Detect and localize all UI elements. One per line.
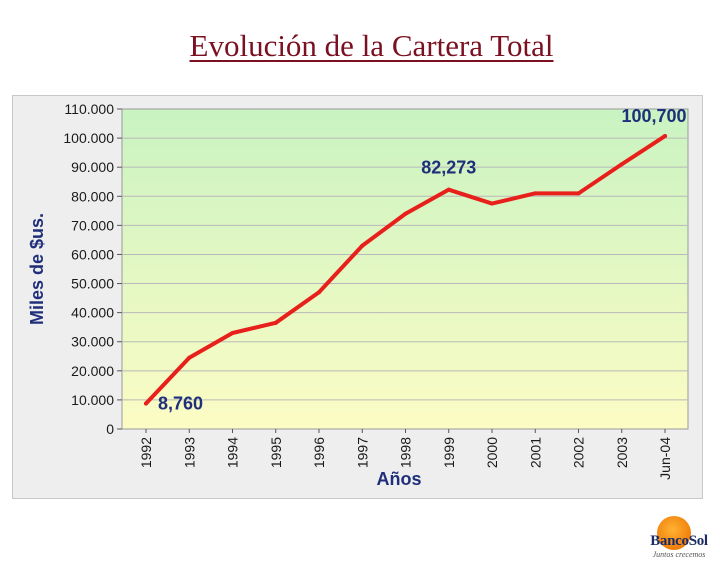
y-tick-label: 0 <box>106 421 114 437</box>
data-label: 8,760 <box>158 394 203 414</box>
x-tick-label: 2002 <box>571 437 587 468</box>
data-point <box>663 134 667 139</box>
x-tick-label: 1996 <box>311 437 327 468</box>
logo-tagline: Juntos crecemos <box>652 550 706 559</box>
y-axis-title: Miles de $us. <box>27 213 47 325</box>
y-tick-label: 90.000 <box>71 159 114 175</box>
x-tick-label: 2003 <box>614 437 630 468</box>
x-tick-label: 1995 <box>268 437 284 468</box>
y-tick-label: 40.000 <box>71 305 114 321</box>
y-tick-label: 110.000 <box>64 101 114 117</box>
y-tick-label: 100.000 <box>63 130 114 146</box>
bancosol-logo: BancoSol Juntos crecemos <box>640 514 718 566</box>
slide-title: Evolución de la Cartera Total <box>189 28 554 63</box>
y-tick-label: 70.000 <box>71 217 114 233</box>
data-point <box>446 187 451 192</box>
y-tick-label: 10.000 <box>71 392 114 408</box>
data-point <box>230 331 235 335</box>
y-tick-label: 80.000 <box>71 188 114 204</box>
data-point <box>273 320 278 325</box>
data-point <box>187 355 192 360</box>
x-tick-label: 1993 <box>181 437 197 468</box>
data-point <box>317 290 321 295</box>
x-tick-label: 1998 <box>398 437 414 468</box>
y-tick-label: 20.000 <box>71 363 114 379</box>
data-label: 100,700 <box>621 106 686 126</box>
y-tick-label: 50.000 <box>71 276 114 292</box>
logo-name: BancoSol <box>650 533 708 549</box>
data-point <box>533 191 538 196</box>
x-tick-label: 1999 <box>441 437 457 468</box>
data-point <box>403 211 408 216</box>
x-tick-label: 2000 <box>484 437 500 468</box>
data-label: 82,273 <box>421 158 476 178</box>
plot-area <box>121 108 689 430</box>
data-point <box>576 191 581 196</box>
y-tick-label: 30.000 <box>71 334 114 350</box>
x-tick-label: 1992 <box>138 437 154 468</box>
x-axis-title: Años <box>377 469 422 489</box>
y-tick-label: 60.000 <box>71 246 114 262</box>
data-point <box>360 243 365 248</box>
x-tick-label: 1997 <box>354 437 370 468</box>
line-chart: 0 10.000 20.000 30.000 40.000 50.000 60.000 70.… <box>27 101 689 489</box>
data-point <box>144 401 148 406</box>
x-tick-label: 1994 <box>225 437 241 468</box>
data-point <box>490 201 494 206</box>
sun-logo-icon <box>657 516 691 550</box>
chart-frame: 0 10.000 20.000 30.000 40.000 50.000 60.000 70.… <box>12 95 703 499</box>
x-tick-label: 2001 <box>527 437 543 468</box>
x-tick-label: Jun-04 <box>657 437 673 480</box>
data-point <box>619 162 624 167</box>
